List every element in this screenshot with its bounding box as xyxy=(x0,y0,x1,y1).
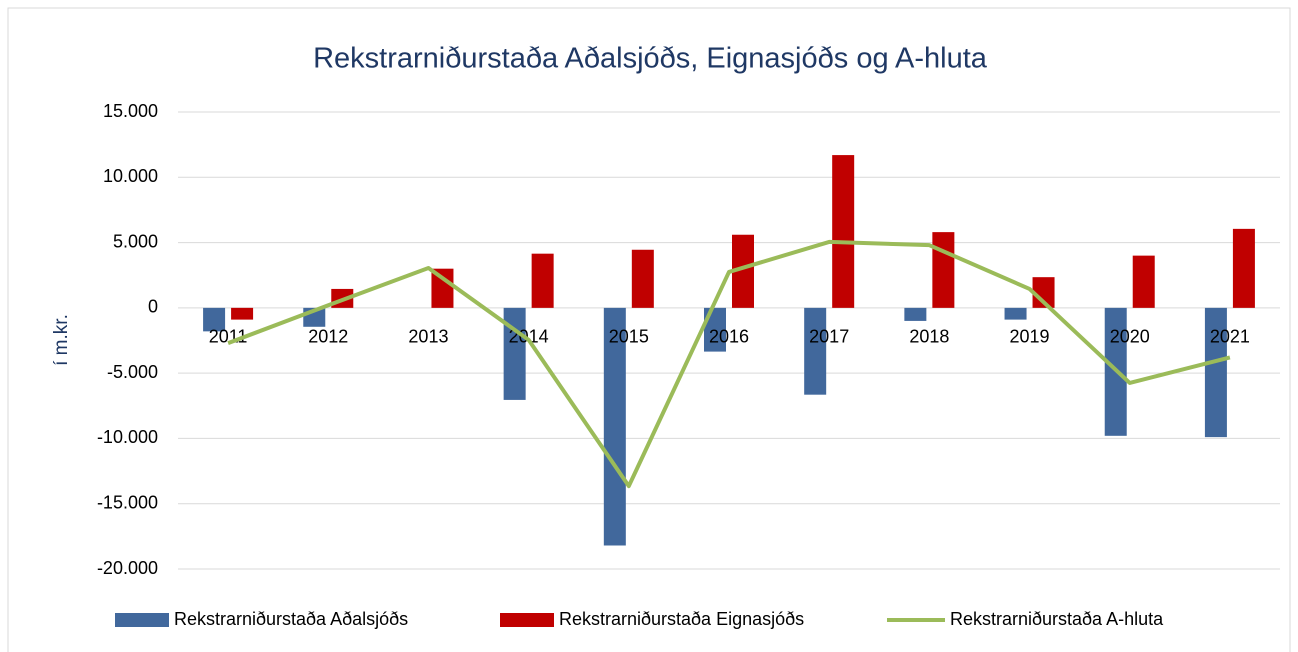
x-tick-label: 2019 xyxy=(1010,327,1050,347)
bar xyxy=(431,268,454,308)
chart-title: Rekstrarniðurstaða Aðalsjóðs, Eignasjóðs… xyxy=(313,43,988,75)
y-tick-label: 15.000 xyxy=(103,101,158,121)
bar xyxy=(832,155,855,308)
bar xyxy=(932,232,955,308)
bar xyxy=(631,249,654,308)
x-tick-label: 2011 xyxy=(209,327,248,347)
chart-border xyxy=(7,7,1291,652)
x-tick-label: 2017 xyxy=(809,327,849,347)
bar xyxy=(603,307,626,546)
legend-label: Rekstrarniðurstaða Aðalsjóðs xyxy=(174,609,408,629)
legend-swatch xyxy=(115,613,169,627)
bar xyxy=(732,234,754,308)
bar xyxy=(1232,228,1255,308)
y-tick-label: -10.000 xyxy=(97,427,158,447)
bar xyxy=(804,307,827,395)
y-tick-label: 0 xyxy=(148,297,158,317)
bar xyxy=(231,307,254,320)
legend-label: Rekstrarniðurstaða Eignasjóðs xyxy=(559,609,804,629)
y-axis-label: í m.kr. xyxy=(51,314,72,366)
bar xyxy=(1032,277,1055,308)
bar xyxy=(531,253,554,308)
bar xyxy=(1004,307,1027,320)
y-tick-label: -15.000 xyxy=(97,492,158,512)
line xyxy=(227,239,1231,489)
y-tick-label: 5.000 xyxy=(113,231,158,251)
x-tick-label: 2016 xyxy=(709,327,749,347)
bar xyxy=(1204,307,1227,438)
x-tick-label: 2020 xyxy=(1110,327,1150,347)
legend-swatch xyxy=(500,613,554,627)
bar xyxy=(704,307,726,352)
y-tick-label: -20.000 xyxy=(97,558,158,578)
y-tick-label: 10.000 xyxy=(103,166,158,186)
legend-label: Rekstrarniðurstaða A-hluta xyxy=(950,609,1164,629)
bar xyxy=(503,307,526,400)
x-tick-label: 2021 xyxy=(1210,327,1250,347)
bar xyxy=(203,307,226,332)
bar xyxy=(904,307,927,321)
y-tick-label: -5.000 xyxy=(107,362,158,382)
x-tick-label: 2018 xyxy=(909,327,949,347)
bar xyxy=(1132,255,1155,308)
x-tick-label: 2015 xyxy=(609,327,649,347)
x-tick-label: 2012 xyxy=(308,327,348,347)
x-tick-label: 2013 xyxy=(408,327,448,347)
